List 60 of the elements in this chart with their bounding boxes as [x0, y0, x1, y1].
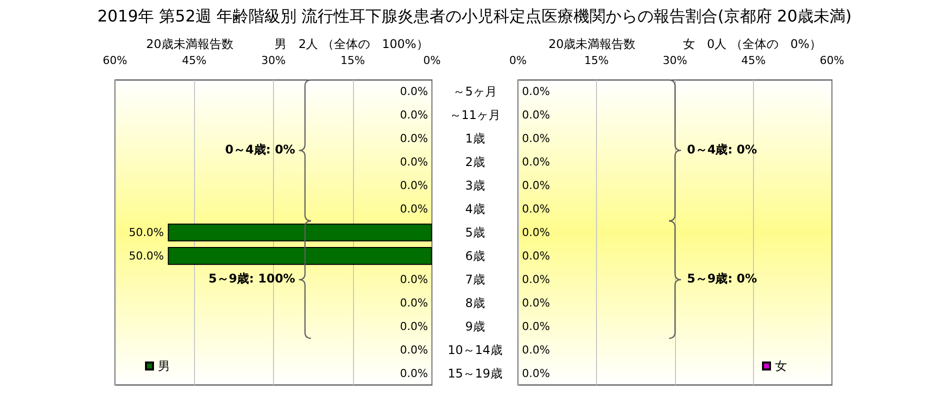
data-label: 0.0% — [400, 343, 428, 356]
x-tick-label: 30% — [261, 54, 286, 67]
data-label: 0.0% — [522, 108, 550, 122]
y-tick-label: 2歳 — [465, 155, 485, 170]
y-tick-label: 10～14歳 — [448, 342, 502, 357]
legend-label: 男 — [158, 359, 170, 373]
y-tick-label: ～11ヶ月 — [449, 108, 501, 122]
y-tick-label: 8歳 — [465, 296, 485, 310]
data-label: 50.0% — [128, 249, 164, 262]
data-label: 0.0% — [522, 272, 550, 286]
data-label: 0.0% — [522, 179, 550, 192]
data-label: 0.0% — [400, 272, 428, 286]
y-tick-label: 15～19歳 — [448, 366, 502, 380]
data-label: 0.0% — [400, 108, 428, 122]
annotation: 0～4歳: 0% — [687, 142, 758, 159]
data-label: 0.0% — [400, 202, 428, 216]
x-tick-label: 60% — [820, 54, 844, 67]
y-tick-label: 3歳 — [465, 178, 485, 193]
text: 2019年 第52週 年齢階級別 流行性耳下腺炎患者の小児科定点医療機関からの報告割合(京都府 20歳未満) — [97, 6, 852, 26]
data-label: 0.0% — [522, 320, 550, 333]
x-tick-label: 0% — [509, 54, 527, 67]
x-tick-label: 45% — [182, 54, 206, 67]
data-label: 0.0% — [400, 296, 428, 310]
data-label: 0.0% — [400, 85, 428, 98]
y-tick-label: 5歳 — [465, 226, 485, 240]
x-tick-label: 45% — [741, 54, 766, 67]
chart-subtitle: 女 0人 （全体の 0%） — [682, 37, 822, 51]
y-tick-label: 7歳 — [465, 272, 485, 286]
legend-label: 女 — [775, 359, 787, 373]
data-label: 0.0% — [522, 202, 550, 216]
annotation: 5～9歳: 100% — [208, 270, 296, 288]
data-label: 0.0% — [400, 132, 428, 146]
y-tick-label: 6歳 — [465, 248, 485, 263]
data-label: 0.0% — [522, 132, 550, 146]
annotation: 0～4歳: 0% — [225, 142, 296, 159]
chart-subtitle: 男 2人 （全体の 100%） — [274, 37, 428, 51]
data-label: 0.0% — [522, 366, 550, 380]
x-axis-title: 20歳未満報告数 — [548, 37, 636, 51]
y-tick-label: 1歳 — [465, 132, 485, 146]
data-label: 0.0% — [400, 320, 428, 333]
data-label: 0.0% — [522, 343, 550, 356]
x-tick-label: 15% — [584, 54, 609, 67]
x-axis-title: 20歳未満報告数 — [146, 37, 234, 51]
data-label: 0.0% — [522, 85, 550, 98]
y-tick-label: 4歳 — [465, 202, 485, 216]
x-tick-label: 0% — [423, 54, 441, 67]
data-label: 0.0% — [400, 156, 428, 169]
y-tick-label: ～5ヶ月 — [453, 84, 497, 99]
data-label: 0.0% — [400, 366, 428, 380]
x-tick-label: 60% — [102, 54, 128, 67]
data-label: 0.0% — [522, 296, 550, 310]
x-tick-label: 15% — [340, 54, 365, 67]
x-tick-label: 30% — [662, 54, 688, 67]
data-label: 0.0% — [522, 226, 550, 239]
data-label: 0.0% — [522, 156, 550, 169]
data-label: 0.0% — [522, 249, 550, 262]
data-label: 0.0% — [400, 179, 428, 192]
data-label: 50.0% — [128, 226, 164, 239]
y-tick-label: 9歳 — [465, 319, 485, 334]
annotation: 5～9歳: 0% — [687, 270, 758, 288]
